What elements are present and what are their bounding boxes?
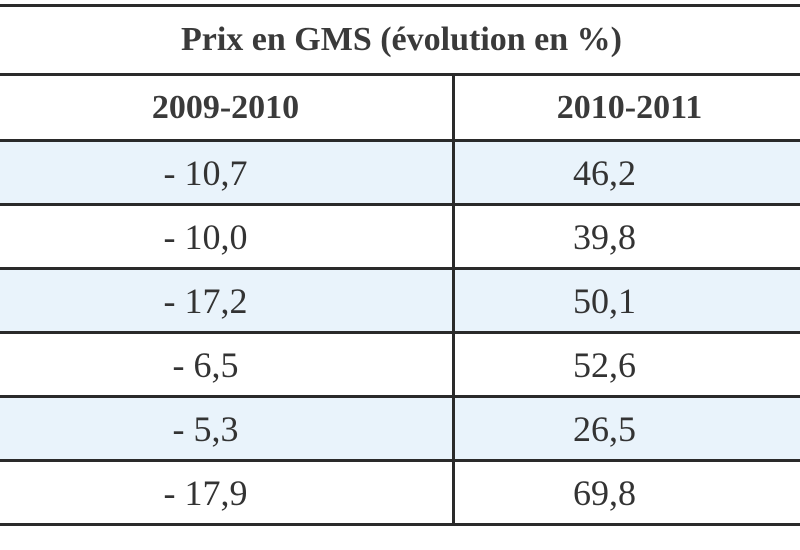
column-header-2010-2011: 2010-2011	[452, 73, 800, 142]
cell-2009-2010: - 5,3	[0, 395, 455, 462]
table-row: - 10,7 46,2	[0, 139, 800, 206]
table-title-row: Prix en GMS (évolution en %)	[0, 4, 800, 76]
price-evolution-table: Prix en GMS (évolution en %) 2009-2010 2…	[0, 4, 800, 526]
cell-2009-2010: - 10,0	[0, 203, 455, 270]
cell-2010-2011: 50,1	[452, 267, 800, 334]
column-header-2009-2010: 2009-2010	[0, 73, 455, 142]
cell-2010-2011: 69,8	[452, 459, 800, 526]
table-row: - 17,9 69,8	[0, 459, 800, 526]
table-row: - 5,3 26,5	[0, 395, 800, 462]
price-evolution-table-container: Prix en GMS (évolution en %) 2009-2010 2…	[0, 4, 800, 526]
table-row: - 10,0 39,8	[0, 203, 800, 270]
table-row: - 17,2 50,1	[0, 267, 800, 334]
cell-2009-2010: - 10,7	[0, 139, 455, 206]
cell-2010-2011: 26,5	[452, 395, 800, 462]
table-title: Prix en GMS (évolution en %)	[0, 4, 800, 76]
cell-2009-2010: - 17,9	[0, 459, 455, 526]
cell-2009-2010: - 17,2	[0, 267, 455, 334]
table-row: - 6,5 52,6	[0, 331, 800, 398]
cell-2010-2011: 39,8	[452, 203, 800, 270]
cell-2009-2010: - 6,5	[0, 331, 455, 398]
cell-2010-2011: 46,2	[452, 139, 800, 206]
table-header-row: 2009-2010 2010-2011	[0, 73, 800, 142]
cell-2010-2011: 52,6	[452, 331, 800, 398]
